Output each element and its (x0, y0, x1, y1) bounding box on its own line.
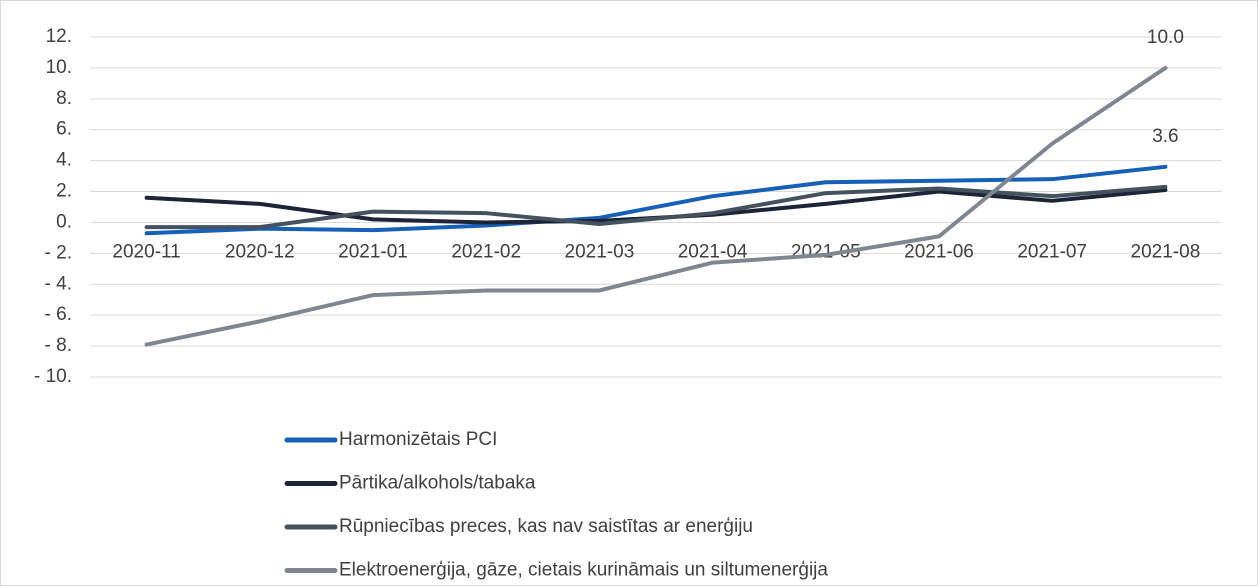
x-tick-label: 2021-03 (565, 241, 635, 262)
y-tick-label: - 6. (45, 304, 72, 325)
legend-label: Pārtika/alkohols/tabaka (339, 473, 536, 494)
series-line (144, 65, 1168, 347)
y-tick-label: - 10. (34, 366, 72, 387)
y-tick-label: 2. (56, 181, 72, 202)
x-tick-label: 2021-04 (678, 241, 748, 262)
y-tick-label: 6. (56, 119, 72, 140)
legend-label: Rūpniecības preces, kas nav saistītas ar… (339, 516, 753, 537)
y-tick-label: 12. (46, 26, 72, 47)
y-tick-label: - 2. (45, 242, 72, 263)
y-tick-label: - 8. (45, 335, 72, 356)
x-tick-label: 2021-07 (1017, 241, 1087, 262)
x-tick-label: 2021-02 (451, 241, 521, 262)
x-tick-label: 2021-08 (1131, 241, 1201, 262)
y-tick-label: 8. (56, 88, 72, 109)
y-tick-label: 4. (56, 150, 72, 171)
series-line (144, 164, 1168, 236)
y-tick-label: - 4. (45, 273, 72, 294)
x-tick-label: 2021-01 (338, 241, 408, 262)
y-tick-label: 0. (56, 211, 72, 232)
y-tick-label: 10. (46, 57, 72, 78)
x-tick-label: 2020-11 (112, 241, 180, 262)
data-label: 10.0 (1147, 27, 1184, 48)
x-tick-label: 2020-12 (225, 241, 295, 262)
data-label: 3.6 (1152, 126, 1178, 147)
legend-label: Harmonizētais PCI (339, 429, 497, 450)
legend-label: Elektroenerģija, gāze, cietais kurināmai… (339, 560, 828, 581)
x-tick-label: 2021-06 (904, 241, 974, 262)
